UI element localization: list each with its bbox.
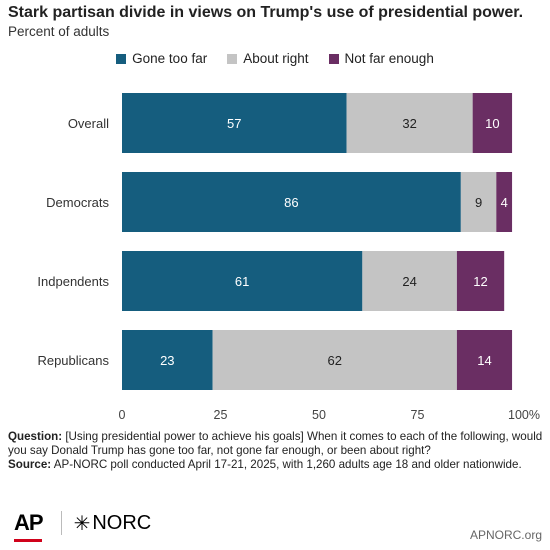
legend-item-about-right: About right [227, 51, 309, 66]
data-label-indpendents-gone-too-far: 61 [235, 274, 249, 289]
logo-divider [60, 511, 62, 535]
category-label-indpendents: Indpendents [37, 274, 109, 289]
bar-indpendents-about-right [362, 251, 457, 311]
data-label-democrats-not-far-enough: 4 [501, 195, 508, 210]
site-url: APNORC.org [469, 528, 542, 542]
ap-logo: AP [14, 510, 44, 542]
bar-democrats-not-far-enough [496, 172, 513, 232]
legend-item-gone-too-far: Gone too far [116, 51, 207, 66]
legend-label-gone-too-far: Gone too far [132, 51, 208, 66]
bar-overall-not-far-enough [472, 93, 513, 153]
chart-subtitle: Percent of adults [8, 24, 110, 39]
data-label-indpendents-about-right: 24 [402, 274, 416, 289]
data-label-indpendents-not-far-enough: 12 [473, 274, 487, 289]
question-text: [Using presidential power to achieve his… [8, 430, 543, 457]
legend-label-not-far-enough: Not far enough [344, 51, 434, 66]
bar-overall-about-right [346, 93, 473, 153]
data-label-overall-gone-too-far: 57 [227, 116, 241, 131]
bar-republicans-about-right [212, 330, 457, 390]
legend-swatch-about-right [227, 53, 238, 64]
source-label: Source: [8, 458, 52, 471]
bar-overall-gone-too-far [122, 93, 347, 153]
data-label-republicans-not-far-enough: 14 [477, 353, 491, 368]
data-label-republicans-gone-too-far: 23 [160, 353, 174, 368]
bar-democrats-about-right [460, 172, 497, 232]
legend-swatch-gone-too-far [116, 53, 127, 64]
logos: AP ✳ NORC [14, 510, 152, 542]
data-label-democrats-gone-too-far: 86 [284, 195, 298, 210]
data-label-democrats-about-right: 9 [475, 195, 482, 210]
data-label-overall-about-right: 32 [402, 116, 416, 131]
bar-indpendents-gone-too-far [122, 251, 363, 311]
question-label: Question: [8, 430, 63, 443]
bar-indpendents-not-far-enough [456, 251, 505, 311]
norc-logo-text: NORC [92, 511, 152, 534]
bar-democrats-gone-too-far [122, 172, 461, 232]
legend-swatch-not-far-enough [328, 53, 339, 64]
chart-legend: Gone too far About right Not far enough [0, 51, 550, 66]
category-label-overall: Overall [68, 116, 109, 131]
ap-logo-underline [14, 539, 42, 542]
bar-republicans-gone-too-far [122, 330, 213, 390]
bar-republicans-not-far-enough [456, 330, 513, 390]
category-label-republicans: Republicans [37, 353, 109, 368]
norc-logo: ✳ NORC [74, 511, 152, 536]
data-label-republicans-about-right: 62 [328, 353, 342, 368]
ap-logo-text: AP [14, 510, 44, 535]
legend-label-about-right: About right [243, 51, 309, 66]
norc-star-icon: ✳ [73, 512, 91, 535]
data-label-overall-not-far-enough: 10 [485, 116, 499, 131]
legend-item-not-far-enough: Not far enough [328, 51, 434, 66]
x-tick-label-0: 0 [119, 408, 126, 420]
chart-title: Stark partisan divide in views on Trump'… [8, 4, 524, 21]
x-tick-label-1: 25 [214, 408, 228, 420]
category-label-democrats: Democrats [46, 195, 109, 210]
x-tick-label-2: 50 [312, 408, 326, 420]
source-text: AP-NORC poll conducted April 17-21, 2025… [51, 458, 522, 471]
footnote: Question: [Using presidential power to a… [8, 430, 543, 472]
stacked-bar-chart: Overall 57 32 10 Democrats 86 9 4 Indpendents 61 2… [37, 93, 540, 420]
x-tick-label-4: 100% [508, 408, 540, 420]
x-tick-label-3: 75 [411, 408, 425, 420]
